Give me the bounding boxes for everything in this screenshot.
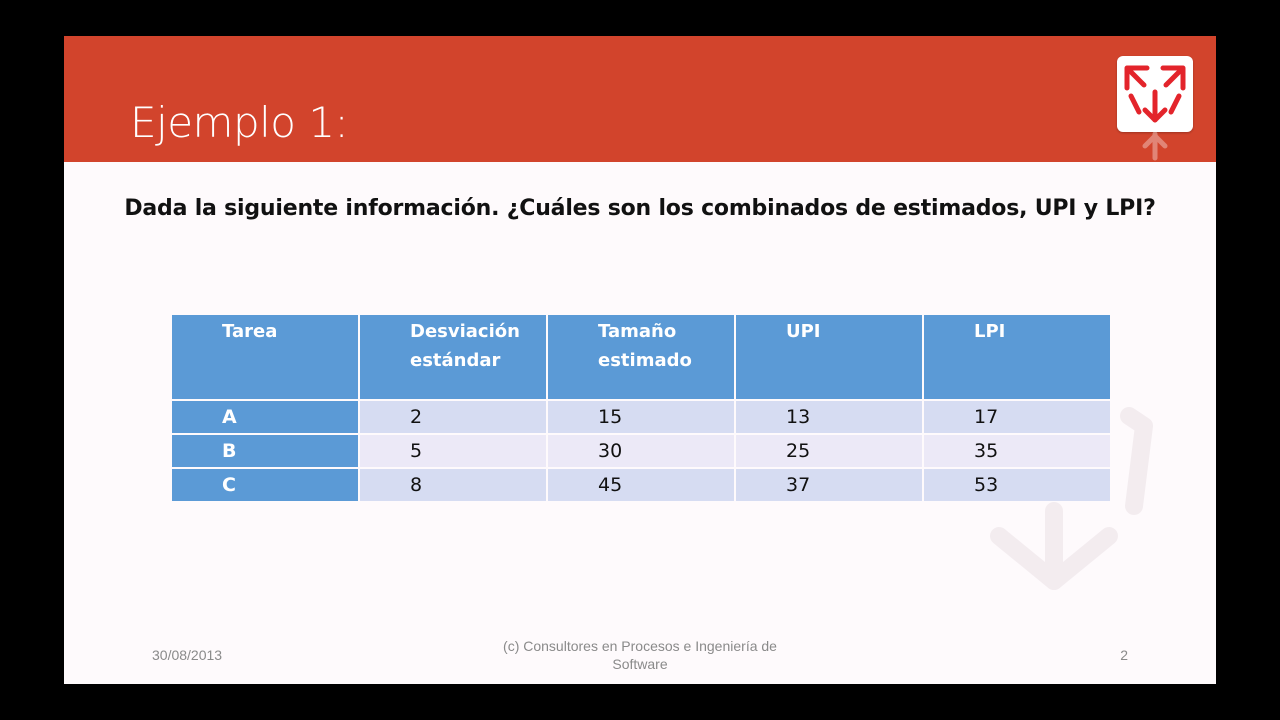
table-cell: 45 [548,469,734,501]
table-cell: 30 [548,435,734,467]
table-cell: 15 [548,401,734,433]
slide: Ejemplo 1: [64,36,1216,684]
table-row: A 2 15 13 17 [172,401,1110,433]
watermark-arrows-icon [979,396,1179,596]
table-cell: 8 [360,469,546,501]
column-header: LPI [924,315,1110,399]
company-logo-icon [1117,56,1193,132]
page-number: 2 [1120,647,1128,663]
row-label: A [172,401,358,433]
table-header-row: Tarea Desviación estándar Tamaño estimad… [172,315,1110,399]
table-cell: 37 [736,469,922,501]
table-cell: 5 [360,435,546,467]
column-header: Tarea [172,315,358,399]
row-label: B [172,435,358,467]
table-cell: 13 [736,401,922,433]
table-cell: 25 [736,435,922,467]
slide-title: Ejemplo 1: [130,98,349,147]
logo-reflection [1117,132,1193,162]
table-cell: 53 [924,469,1110,501]
column-header: UPI [736,315,922,399]
question-text: Dada la siguiente información. ¿Cuáles s… [124,196,1156,221]
table-row: B 5 30 25 35 [172,435,1110,467]
table-cell: 17 [924,401,1110,433]
title-band [64,36,1216,162]
column-header: Desviación estándar [360,315,546,399]
table-cell: 2 [360,401,546,433]
column-header: Tamaño estimado [548,315,734,399]
row-label: C [172,469,358,501]
footer-copyright: (c) Consultores en Procesos e Ingeniería… [503,638,777,672]
table-cell: 35 [924,435,1110,467]
table-row: C 8 45 37 53 [172,469,1110,501]
footer-date: 30/08/2013 [152,647,223,663]
estimates-table: Tarea Desviación estándar Tamaño estimad… [170,313,1112,503]
